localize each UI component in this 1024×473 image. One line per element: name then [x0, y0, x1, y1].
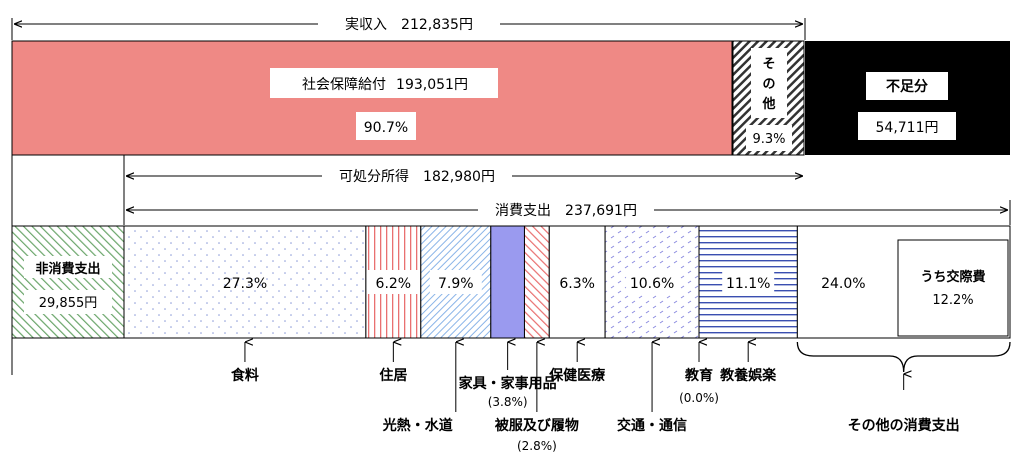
bar-food	[123, 225, 367, 339]
category-label-clothing: 被服及び履物	[495, 417, 579, 434]
pct-medical: 6.3%	[559, 276, 595, 292]
bar-clothing	[523, 225, 550, 339]
category-sub-furniture: (3.8%)	[488, 395, 528, 409]
bar-medical	[548, 225, 606, 339]
other-income-name: その他	[761, 57, 775, 112]
bar-furniture	[490, 225, 525, 339]
other-brace	[796, 341, 1011, 373]
pct-food: 27.3%	[223, 276, 267, 292]
shortfall-amount: 54,711円	[876, 120, 939, 136]
category-label-utilities: 光熱・水道	[382, 417, 453, 434]
entertainment-label: うち交際費	[920, 269, 985, 285]
entertainment-pct: 12.2%	[932, 293, 973, 308]
pct-other: 24.0%	[821, 276, 865, 292]
bar-non-consumption	[11, 225, 125, 339]
category-label-recreation: 教養娯楽	[720, 367, 777, 384]
category-label-housing: 住居	[379, 367, 407, 384]
category-label-education: 教育	[685, 367, 713, 384]
non-consumption-amount: 29,855円	[39, 296, 98, 311]
income-title: 実収入 212,835円	[345, 17, 473, 33]
category-label-furniture: 家具・家事用品	[459, 375, 557, 392]
disposable-income-label: 可処分所得 182,980円	[339, 168, 495, 185]
category-sub-education: (0.0%)	[679, 391, 719, 405]
entertainment-box	[897, 239, 1009, 337]
consumption-total-label: 消費支出 237,691円	[495, 203, 637, 219]
pct-transport: 10.6%	[630, 276, 674, 292]
category-sub-clothing: (2.8%)	[517, 439, 557, 453]
category-label-medical: 保健医療	[548, 367, 606, 384]
category-label-other: その他の消費支出	[848, 417, 960, 434]
pct-housing: 6.2%	[376, 276, 412, 292]
social-security-name: 社会保障給付 193,051円	[302, 77, 468, 93]
pct-utilities: 7.9%	[438, 276, 474, 292]
pct-recreation: 11.1%	[726, 276, 770, 292]
category-label-transport: 交通・通信	[617, 417, 687, 434]
non-consumption-name: 非消費支出	[35, 261, 100, 277]
shortfall-name: 不足分	[886, 79, 928, 95]
category-label-food: 食料	[231, 367, 259, 384]
social-security-pct: 90.7%	[364, 120, 408, 136]
other-income-pct: 9.3%	[752, 132, 785, 147]
